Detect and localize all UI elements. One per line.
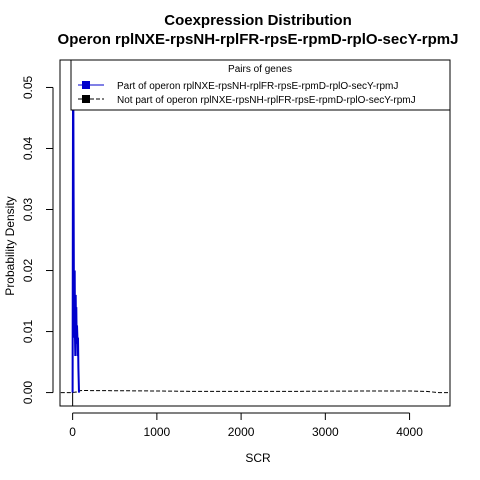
- x-tick-label: 0: [69, 425, 76, 439]
- x-tick-label: 1000: [144, 425, 171, 439]
- legend-swatch-part-of-operon: [82, 81, 90, 89]
- x-axis-label: SCR: [245, 451, 271, 465]
- legend-label-part-of-operon: Part of operon rplNXE-rpsNH-rplFR-rpsE-r…: [117, 81, 398, 92]
- y-axis-label: Probability Density: [3, 196, 17, 295]
- series-layer: [60, 60, 450, 406]
- chart-subtitle: Operon rplNXE-rpsNH-rplFR-rpsE-rpmD-rplO…: [58, 31, 459, 48]
- y-tick-label: 0.04: [21, 136, 35, 160]
- legend-label-not-part-of-operon: Not part of operon rplNXE-rpsNH-rplFR-rp…: [117, 95, 416, 106]
- legend-title: Pairs of genes: [228, 64, 292, 75]
- y-tick-label: 0.01: [21, 320, 35, 344]
- x-tick-label: 4000: [396, 425, 423, 439]
- series-line-part-of-operon: [71, 87, 80, 393]
- y-tick-label: 0.05: [21, 75, 35, 99]
- x-axis: 0 1000 2000 3000 4000: [69, 412, 423, 439]
- chart-title: Coexpression Distribution: [164, 12, 352, 29]
- legend: Pairs of genes Part of operon rplNXE-rps…: [70, 59, 451, 111]
- plot-frame: [59, 59, 451, 407]
- y-tick-label: 0.00: [21, 381, 35, 405]
- x-tick-label: 3000: [312, 425, 339, 439]
- x-tick-label: 2000: [228, 425, 255, 439]
- y-tick-label: 0.02: [21, 259, 35, 283]
- series-line-not-part-of-operon: [60, 389, 450, 394]
- y-axis: 0.00 0.01 0.02 0.03 0.04 0.05: [21, 75, 54, 405]
- legend-swatch-not-part-of-operon: [82, 95, 90, 103]
- y-tick-label: 0.03: [21, 198, 35, 222]
